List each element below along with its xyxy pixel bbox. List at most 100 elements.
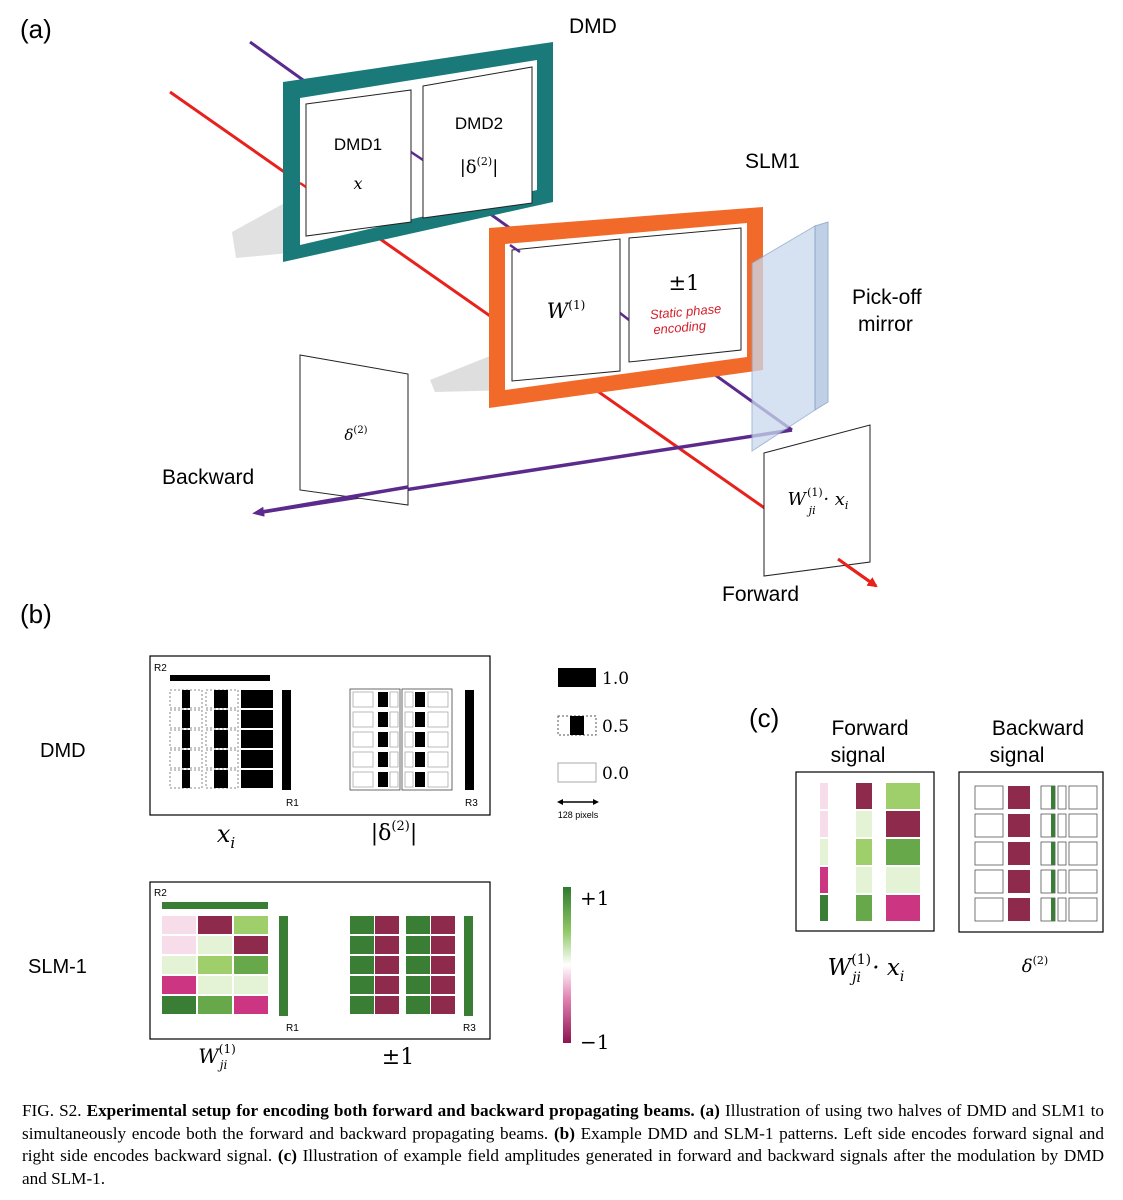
slm-right-cell: [350, 936, 374, 954]
dmd-right-fill: [378, 712, 388, 727]
row-label-dmd: DMD: [40, 740, 86, 762]
dmd-right-fill: [415, 772, 425, 787]
dmd-right-cell: [352, 731, 374, 748]
slm-right-symbol: ±1: [669, 271, 700, 295]
dmd-right-cell: [404, 751, 414, 768]
dmd-r1-label: R1: [286, 798, 299, 809]
dmd-right-fill: [415, 692, 425, 707]
dmd-right-cell: [404, 691, 414, 708]
dmd-r3-label: R3: [465, 798, 478, 809]
slm-left-cell: [234, 996, 268, 1014]
forward-cell: [856, 867, 872, 893]
dmd-right-cell: [404, 731, 414, 748]
backward-fill: [1051, 842, 1055, 865]
dmd-left-fill: [241, 730, 273, 748]
caption-c: Illustration of example field amplitudes…: [22, 1146, 1104, 1188]
forward-signal-caption: W(1) ji · xi: [828, 952, 905, 986]
slm-right-cell: [431, 956, 455, 974]
caption-a-label: (a): [699, 1101, 720, 1120]
forward-cell: [886, 839, 920, 865]
backward-cell: [1057, 813, 1067, 838]
slm-right-screen[interactable]: [628, 227, 742, 363]
forward-label: Forward: [722, 583, 799, 606]
dmd-left-pattern: [169, 689, 273, 789]
slm-r1-label: R1: [286, 1023, 299, 1034]
static-phase-note-1: Static phase: [649, 301, 722, 322]
backward-cell: [974, 869, 1004, 894]
dmd-left-fill: [241, 750, 273, 768]
backward-cell: [1068, 813, 1098, 838]
dmd2-name: DMD2: [455, 114, 503, 133]
slm-right-cell: [406, 996, 430, 1014]
slm1-label: SLM1: [745, 150, 800, 173]
legend-label-05: 0.5: [602, 717, 629, 737]
slm-right-cell: [350, 956, 374, 974]
caption-lead: FIG. S2.: [22, 1101, 82, 1120]
slm-left-screen[interactable]: [511, 238, 621, 382]
slm-left-cell: [234, 956, 268, 974]
purple-beam-slm: [509, 243, 521, 254]
dmd-right-fill: [378, 732, 388, 747]
delta-screen: [299, 354, 409, 506]
dmd-right-cell: [427, 771, 449, 788]
pickoff-label-1: Pick-off: [852, 286, 922, 309]
backward-signal-caption: δ(2): [1022, 954, 1048, 977]
figure-caption: FIG. S2. Experimental setup for encoding…: [22, 1100, 1104, 1190]
slm-left-cell: [234, 976, 268, 994]
slm-right-cell: [431, 936, 455, 954]
backward-cell: [1057, 785, 1067, 810]
slm-right-caption: ±1: [382, 1045, 414, 1070]
backward-cell: [1068, 785, 1098, 810]
dmd-right-cell: [404, 711, 414, 728]
backward-cell: [974, 841, 1004, 866]
slm-left-pattern: [162, 916, 268, 1014]
caption-title: Experimental setup for encoding both for…: [86, 1101, 695, 1120]
backward-cell: [1068, 869, 1098, 894]
dmd-label: DMD: [569, 15, 617, 38]
forward-cell: [820, 867, 828, 893]
dmd2-screen[interactable]: [422, 66, 533, 219]
backward-fill: [1008, 842, 1030, 865]
backward-cell: [1057, 897, 1067, 922]
slm-right-cell: [350, 996, 374, 1014]
backward-cell: [974, 897, 1004, 922]
legend-label-1: 1.0: [602, 669, 629, 689]
backward-signal-title-2: signal: [990, 744, 1045, 767]
colorbar: [563, 887, 571, 1043]
slm-left-symbol: W(1): [547, 298, 586, 323]
forward-signal-title-2: signal: [831, 744, 886, 767]
slm-left-caption: W(1) ji: [198, 1042, 236, 1072]
slm-left-cell: [198, 936, 232, 954]
dmd-left-fill: [182, 750, 190, 768]
legend-swatch-1: [558, 668, 596, 687]
slm-r1-bar: [279, 916, 288, 1016]
dmd-right-fill: [378, 752, 388, 767]
slm-r2-label: R2: [154, 888, 167, 899]
dmd-left-fill: [214, 770, 228, 788]
dmd-right-cell: [427, 711, 449, 728]
slm-r2-bar: [162, 902, 268, 909]
dmd-right-cell: [389, 751, 399, 768]
slm-right-cell: [431, 996, 455, 1014]
scale-bar-arrow-l: [557, 799, 563, 805]
dmd-right-fill: [378, 692, 388, 707]
slm-left-cell: [234, 916, 268, 934]
colorbar-max: +1: [580, 886, 609, 910]
dmd-r2-label: R2: [154, 663, 167, 674]
backward-fill: [1008, 786, 1030, 809]
dmd-right-caption: |δ(2)|: [371, 819, 418, 846]
backward-cell: [1057, 869, 1067, 894]
dmd1-screen[interactable]: [305, 89, 412, 237]
dmd-right-fill: [415, 752, 425, 767]
forward-cell: [886, 867, 920, 893]
forward-cell: [820, 811, 828, 837]
forward-cell: [886, 895, 920, 921]
forward-screen-symbol: W(1) ji · xi: [788, 486, 849, 517]
backward-signal-title-1: Backward: [992, 717, 1084, 740]
caption-a: Illustration of using two halves of DMD …: [22, 1101, 1104, 1143]
slm-right-cell: [375, 956, 399, 974]
backward-cell: [974, 785, 1004, 810]
slm-right-cell: [406, 956, 430, 974]
dmd-right-fill: [415, 732, 425, 747]
forward-cell: [886, 783, 920, 809]
